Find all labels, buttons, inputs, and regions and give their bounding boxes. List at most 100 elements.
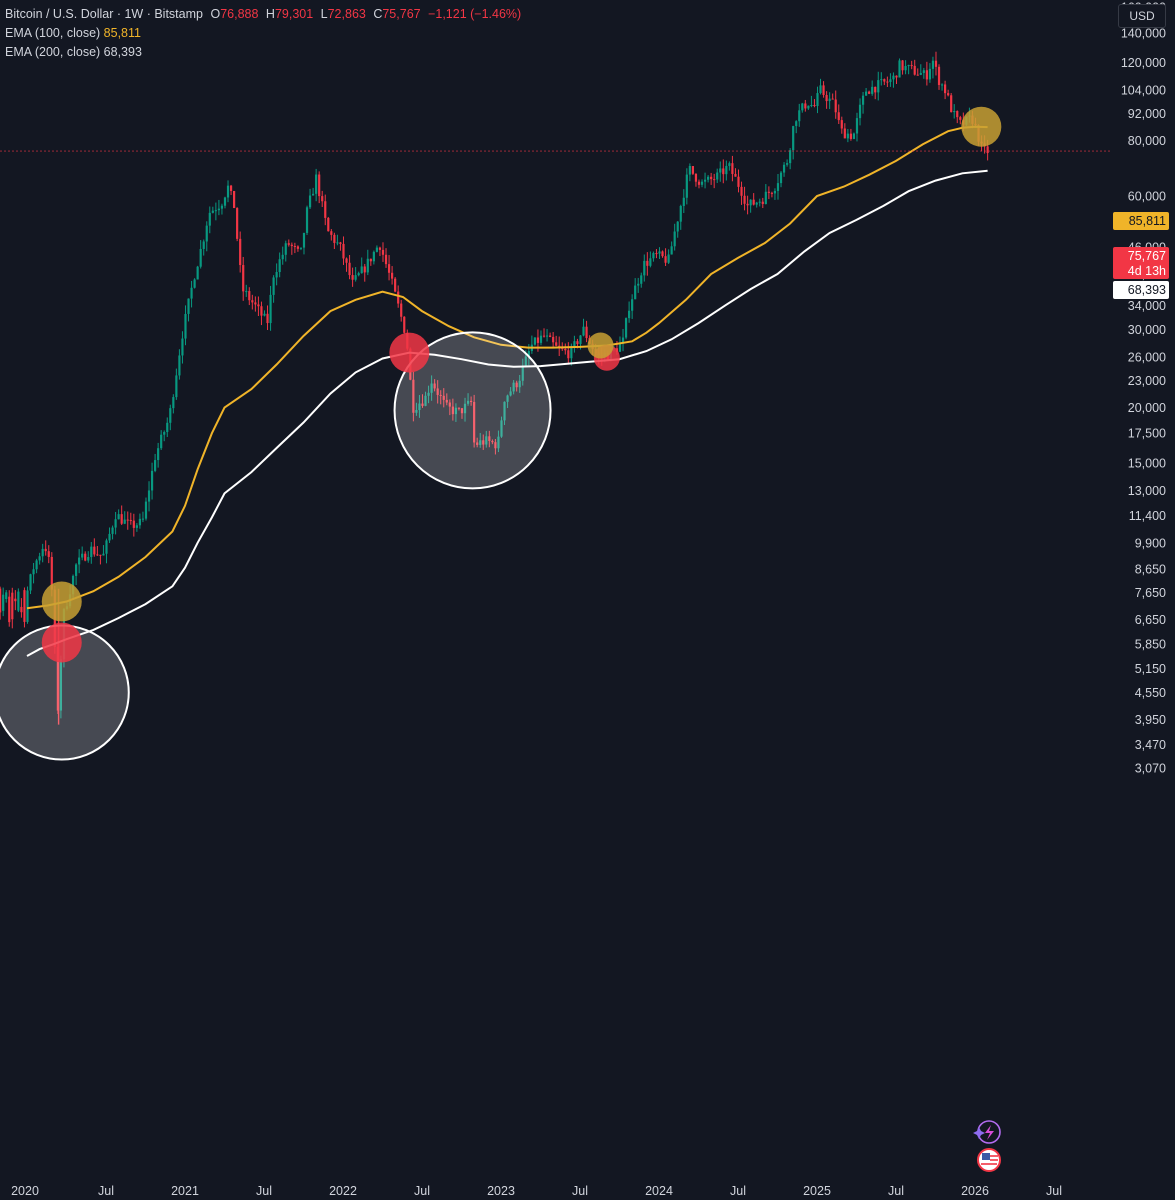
ema100-line	[26, 125, 988, 610]
markers-layer	[0, 106, 1002, 761]
candle-body	[220, 205, 224, 209]
ema100-label: EMA (100, close)	[5, 26, 101, 40]
candle-body	[205, 225, 208, 242]
candle-body	[919, 72, 922, 75]
candle-body	[299, 247, 303, 249]
candle-body	[384, 254, 388, 265]
open-value: 76,888	[220, 7, 259, 21]
candle-body	[500, 420, 503, 437]
candle-body	[922, 70, 925, 73]
candle-body	[196, 266, 199, 280]
candle-body	[181, 338, 184, 356]
candle-body	[242, 265, 245, 292]
symbol-title[interactable]: Bitcoin / U.S. Dollar · 1W · Bitstamp	[5, 7, 203, 21]
y-tick-label: 60,000	[1128, 189, 1166, 203]
candle-body	[187, 298, 190, 314]
candle-body	[154, 460, 157, 471]
candle-body	[412, 379, 415, 413]
candle-body	[296, 246, 300, 249]
candle-body	[117, 514, 120, 520]
candle-body	[308, 195, 312, 208]
candle-body	[111, 527, 114, 534]
candle-body	[819, 85, 822, 94]
candle-body	[950, 95, 953, 113]
candle-body	[430, 383, 433, 393]
candle-body	[135, 525, 138, 528]
candle-body	[476, 442, 479, 445]
candle-body	[454, 407, 458, 415]
candle-body	[868, 91, 871, 94]
candle-body	[831, 98, 834, 100]
y-tick-label: 3,950	[1135, 713, 1166, 727]
candle-body	[75, 564, 78, 576]
candle-body	[934, 60, 938, 67]
candle-body	[260, 306, 263, 316]
candle-body	[539, 335, 543, 343]
x-tick-label: Jul	[256, 1184, 272, 1198]
candle-body	[123, 519, 126, 524]
candle-body	[761, 201, 764, 204]
candle-body	[782, 164, 786, 173]
candle-body	[217, 208, 221, 211]
candle-body	[567, 350, 570, 359]
candle-body	[901, 60, 904, 71]
candle-body	[624, 318, 628, 338]
candle-body	[99, 554, 102, 556]
y-tick-label: 26,000	[1128, 350, 1166, 364]
candle-body	[302, 232, 306, 248]
candle-body	[944, 84, 947, 94]
candle-body	[904, 66, 907, 71]
candle-body	[631, 299, 634, 311]
us-flag-canton	[982, 1153, 990, 1160]
candle-body	[439, 394, 442, 396]
candle-body	[26, 590, 29, 622]
y-axis[interactable]: 160,000140,000120,000104,00092,00080,000…	[1121, 1, 1166, 776]
candle-body	[132, 520, 135, 528]
candle-body	[141, 518, 145, 520]
currency-button[interactable]: USD	[1118, 4, 1166, 28]
candle-body	[521, 366, 524, 381]
candle-body	[852, 133, 856, 139]
y-tick-label: 34,000	[1128, 299, 1166, 313]
x-axis[interactable]: 2020 Jul 2021 Jul 2022 Jul 2023 Jul 2024 Jul 2025 J…	[11, 1184, 1062, 1198]
candle-body	[275, 272, 278, 278]
candle-body	[545, 335, 549, 337]
candle-body	[953, 111, 956, 113]
sparkle-icon	[973, 1127, 985, 1139]
candle-body	[621, 337, 625, 344]
candle-body	[858, 104, 862, 119]
candle-body	[846, 133, 849, 139]
candle-body	[202, 241, 205, 249]
candle-body	[685, 174, 688, 198]
candle-body	[138, 518, 142, 526]
x-tick-label: Jul	[98, 1184, 114, 1198]
highlight-circle	[393, 331, 552, 490]
candle-body	[32, 569, 35, 575]
candle-body	[229, 185, 233, 191]
candle-body	[211, 210, 214, 213]
candle-body	[266, 313, 269, 324]
candle-body	[29, 574, 32, 591]
candle-body	[755, 202, 758, 205]
red-marker	[389, 332, 430, 373]
candle-body	[579, 335, 582, 344]
candle-body	[305, 207, 309, 233]
candle-body	[403, 316, 406, 333]
candle-body	[378, 247, 382, 250]
y-tick-label: 5,850	[1135, 638, 1166, 652]
x-tick-label: 2021	[171, 1184, 199, 1198]
candle-body	[628, 310, 631, 319]
ema100-legend-row[interactable]: EMA (100, close) 85,811	[5, 24, 521, 43]
ema200-legend-row[interactable]: EMA (200, close) 68,393	[5, 43, 521, 62]
x-tick-label: Jul	[414, 1184, 430, 1198]
candle-body	[506, 395, 509, 402]
candle-body	[618, 343, 622, 352]
candle-body	[321, 196, 324, 202]
candle-body	[254, 302, 257, 305]
y-tick-label: 3,070	[1135, 762, 1166, 776]
widget-icons[interactable]	[973, 1120, 1001, 1172]
candle-body	[807, 105, 810, 109]
candles-layer	[0, 51, 989, 725]
